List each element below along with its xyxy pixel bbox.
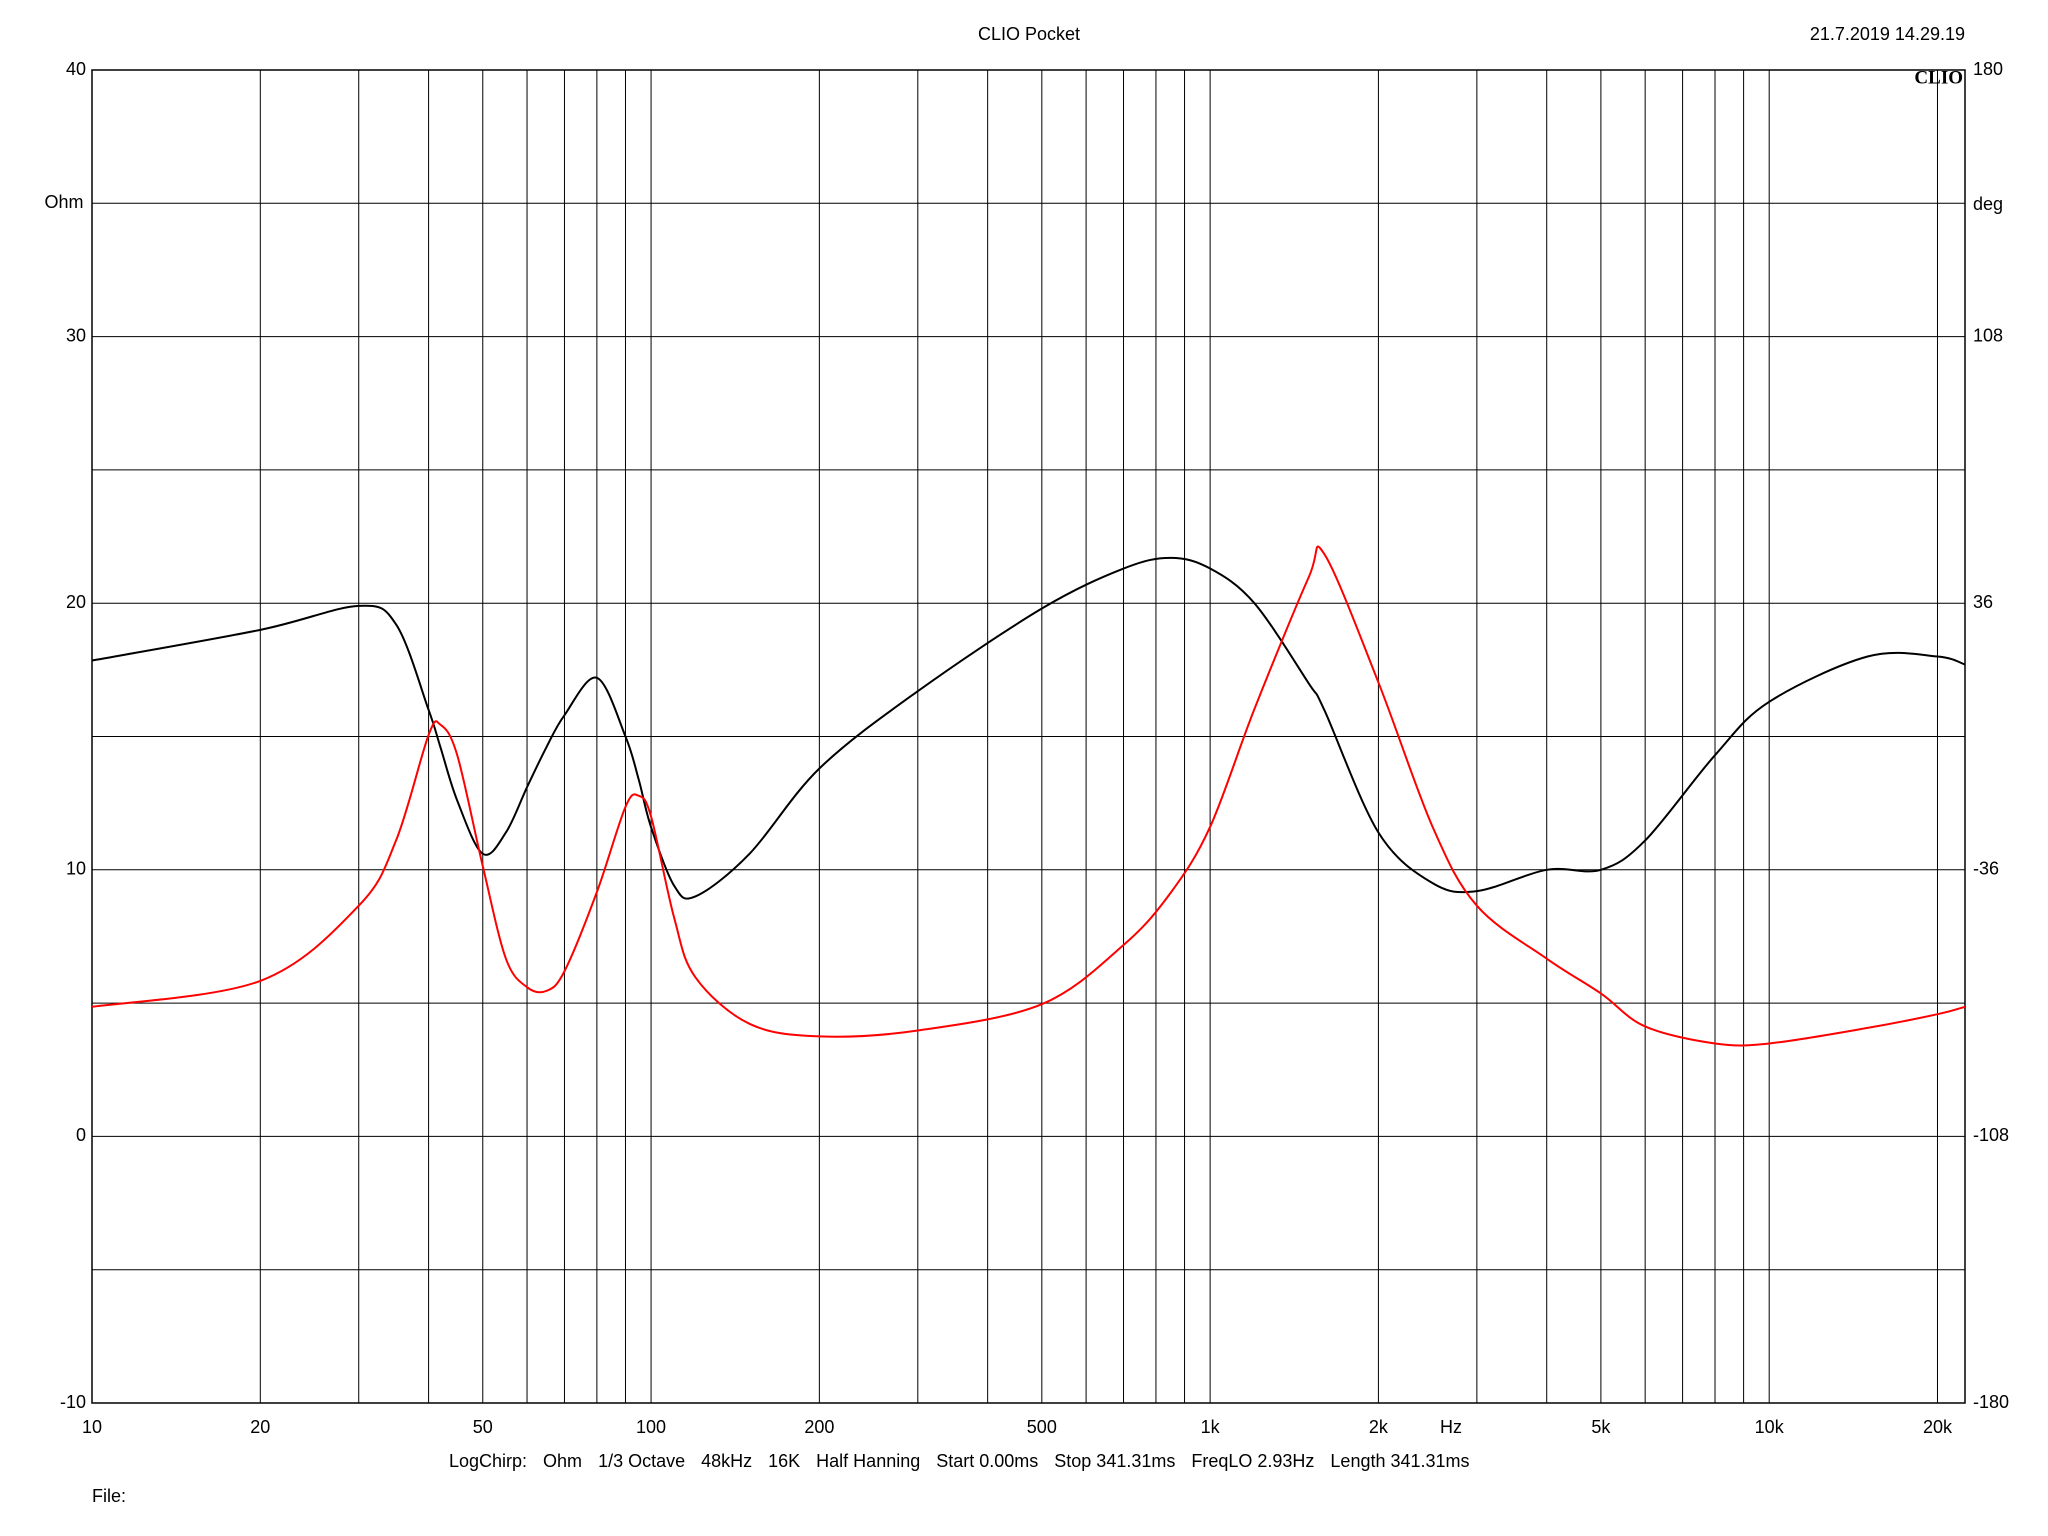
y2-tick-label: 180 (1973, 59, 2003, 79)
y2-tick-label: -180 (1973, 1392, 2009, 1412)
x-tick-label: 500 (1027, 1417, 1057, 1437)
y2-tick-label: -36 (1973, 859, 1999, 879)
setting: LogChirp: (449, 1451, 527, 1471)
curve (91, 556, 1966, 900)
y-axis-label: Ohm (44, 192, 83, 212)
setting: 16K (768, 1451, 800, 1471)
y2-tick-label: -108 (1973, 1125, 2009, 1145)
setting: Half Hanning (816, 1451, 920, 1471)
x-tick-label: 1k (1201, 1417, 1221, 1437)
y-tick-label: 10 (66, 859, 86, 879)
chart-title: CLIO Pocket (978, 24, 1080, 44)
x-unit: Hz (1440, 1417, 1462, 1437)
x-tick-label: 5k (1591, 1417, 1611, 1437)
y-tick-label: 40 (66, 59, 86, 79)
x-tick-label: 10k (1755, 1417, 1785, 1437)
x-tick-label: 20 (250, 1417, 270, 1437)
file-label: File: (92, 1486, 126, 1506)
y-tick-label: -10 (60, 1392, 86, 1412)
setting: FreqLO 2.93Hz (1191, 1451, 1314, 1471)
x-tick-label: 200 (804, 1417, 834, 1437)
setting: Stop 341.31ms (1054, 1451, 1175, 1471)
timestamp: 21.7.2019 14.29.19 (1810, 24, 1965, 44)
plot-frame (91, 69, 1966, 1404)
logo: CLIO (1914, 67, 1963, 88)
setting: Start 0.00ms (936, 1451, 1038, 1471)
setting: Length 341.31ms (1330, 1451, 1469, 1471)
setting: 48kHz (701, 1451, 752, 1471)
x-tick-label: 100 (636, 1417, 666, 1437)
settings-line: LogChirp: Ohm 1/3 Octave 48kHz 16K Half Hanni… (449, 1451, 1470, 1471)
setting: 1/3 Octave (598, 1451, 685, 1471)
x-tick-label: 20k (1923, 1417, 1953, 1437)
x-tick-label: 10 (82, 1417, 102, 1437)
y-tick-label: 30 (66, 325, 86, 345)
y2-tick-label: 108 (1973, 325, 2003, 345)
y-tick-label: 20 (66, 592, 86, 612)
y2-axis-label: deg (1973, 194, 2003, 214)
x-tick-label: 50 (473, 1417, 493, 1437)
y2-tick-label: 36 (1973, 592, 1993, 612)
curve (91, 545, 1966, 1047)
setting: Ohm (543, 1451, 582, 1471)
y-tick-label: 0 (76, 1125, 86, 1145)
x-tick-label: 2k (1369, 1417, 1389, 1437)
